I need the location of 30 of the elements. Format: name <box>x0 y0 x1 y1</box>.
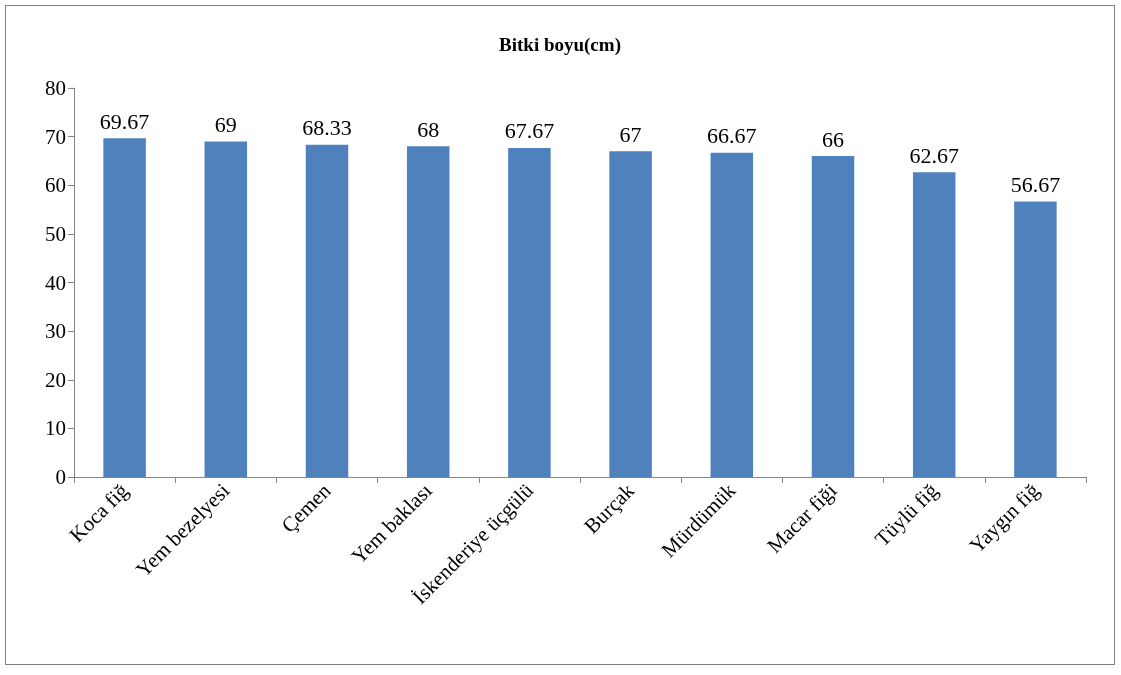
y-tick-label: 30 <box>45 319 66 344</box>
chart-title: Bitki boyu(cm) <box>499 34 621 56</box>
bar <box>912 172 956 477</box>
y-tick-label: 60 <box>45 173 66 198</box>
data-label: 62.67 <box>909 142 959 168</box>
data-label: 68.33 <box>302 115 352 141</box>
bar <box>710 152 754 477</box>
data-label: 69.67 <box>99 108 150 134</box>
data-label: 67 <box>619 121 642 147</box>
bar <box>406 146 450 477</box>
y-tick-label: 70 <box>45 124 66 149</box>
y-tick-label: 10 <box>45 416 66 441</box>
data-label: 66.67 <box>707 123 757 149</box>
bar <box>1014 201 1057 477</box>
bar <box>811 156 855 477</box>
bar <box>609 151 652 477</box>
data-label: 69 <box>214 111 237 137</box>
bar <box>508 147 551 477</box>
bar <box>305 144 349 477</box>
data-label: 56.67 <box>1010 171 1061 197</box>
data-label: 68 <box>417 116 440 142</box>
bar <box>204 141 248 477</box>
y-tick-label: 50 <box>45 221 66 246</box>
y-tick-label: 80 <box>45 76 66 100</box>
y-tick-label: 20 <box>45 367 66 392</box>
data-label: 67.67 <box>504 118 555 144</box>
data-label: 66 <box>822 126 844 152</box>
y-tick-label: 0 <box>55 465 66 489</box>
y-tick-label: 40 <box>45 270 66 295</box>
bar <box>103 138 146 477</box>
